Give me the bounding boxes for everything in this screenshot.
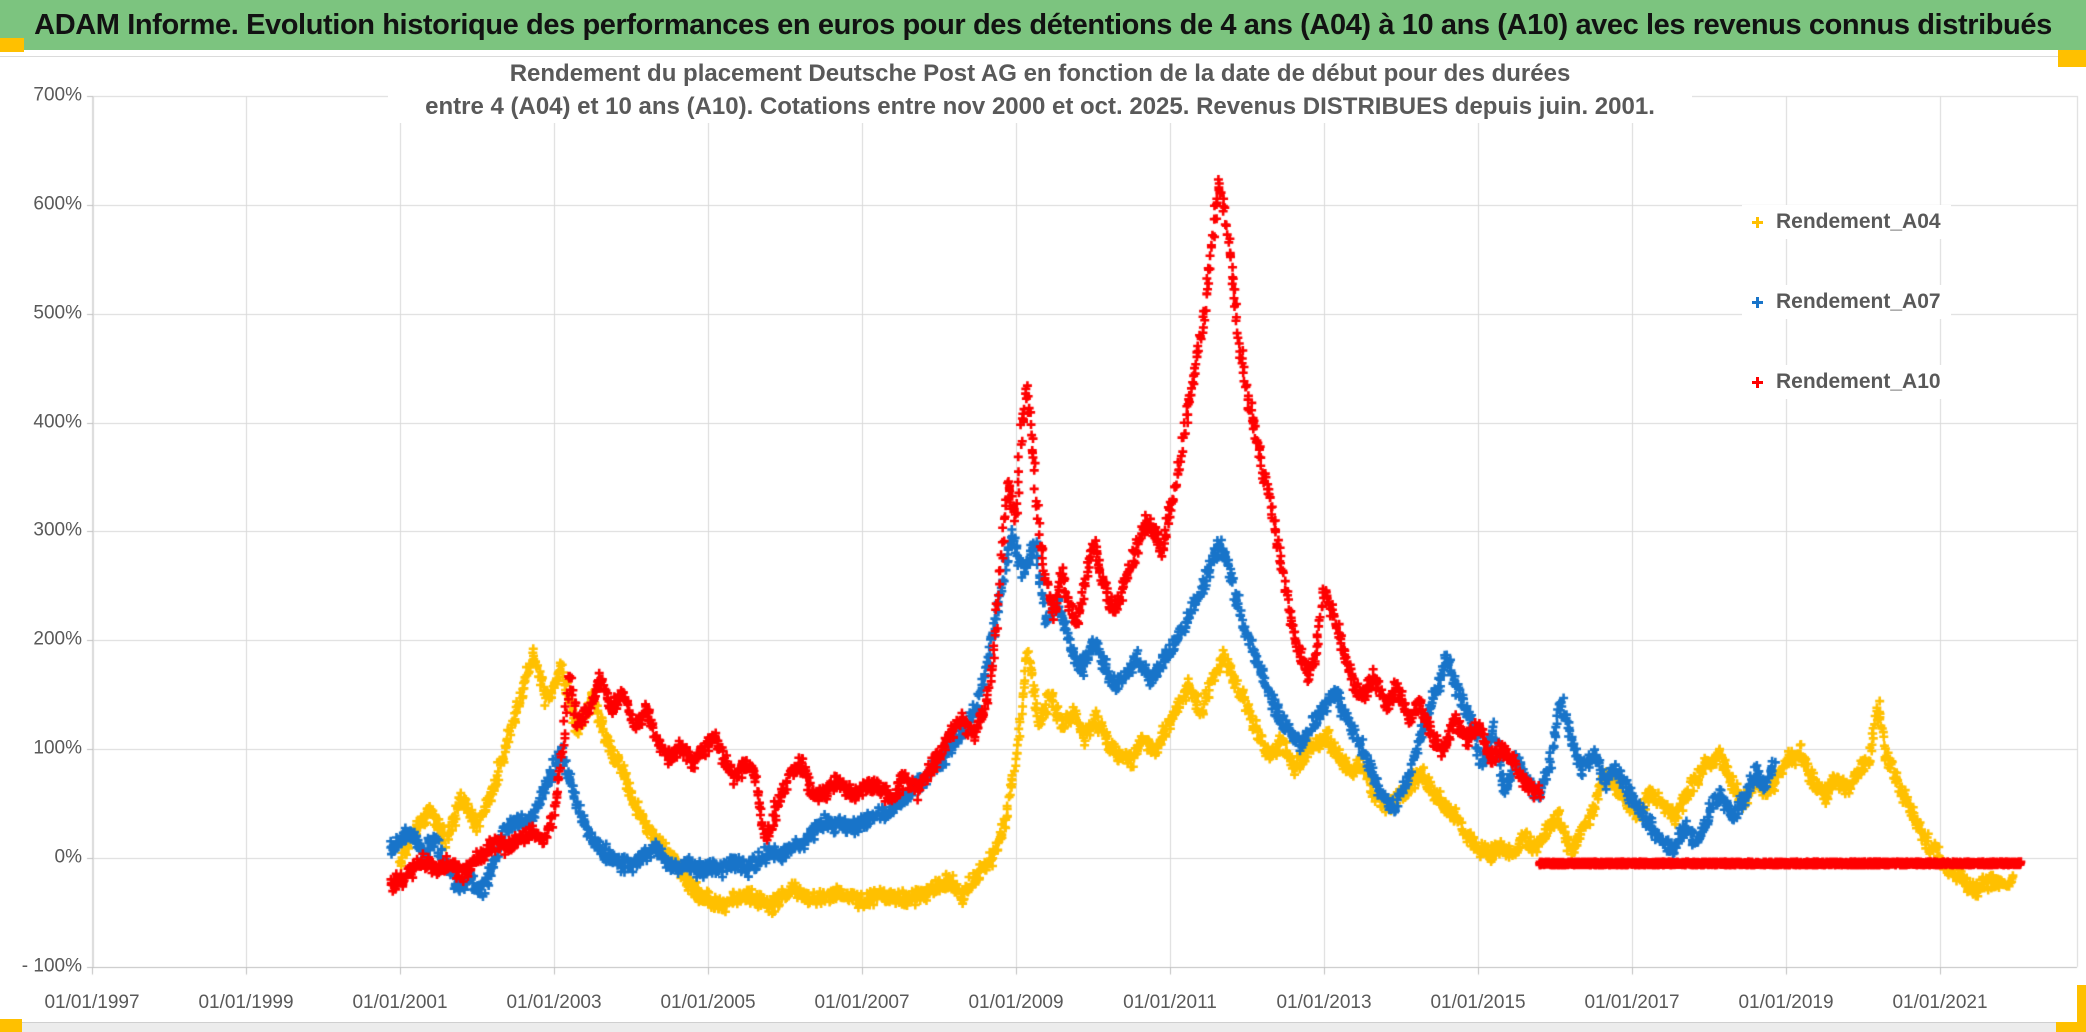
y-tick-label: 200% — [33, 628, 82, 650]
chart-title-line1: Rendement du placement Deutsche Post AG … — [509, 60, 1571, 87]
legend-item-rendement-a10[interactable]: Rendement_A10 — [1742, 365, 1951, 399]
x-tick-label: 01/01/2003 — [506, 992, 602, 1013]
x-tick-label: 01/01/2001 — [352, 992, 448, 1013]
gold-accent-right-strip — [2077, 985, 2086, 1032]
y-tick-label: 500% — [33, 302, 82, 324]
gold-accent-bottom-left — [0, 1019, 22, 1032]
x-tick-label: 01/01/2015 — [1430, 992, 1526, 1013]
plus-marker-icon — [1752, 296, 1763, 308]
x-tick-label: 01/01/2021 — [1892, 992, 1988, 1013]
x-tick-label: 01/01/1997 — [44, 992, 140, 1013]
legend-item-rendement-a04[interactable]: Rendement_A04 — [1742, 205, 1951, 239]
gold-accent-top-left — [0, 38, 24, 52]
plus-marker-icon — [1752, 216, 1763, 228]
x-tick-label: 01/01/2011 — [1123, 992, 1217, 1013]
gold-accent-bottom-right — [2056, 1022, 2086, 1032]
x-tick-label: 01/01/2005 — [660, 992, 756, 1013]
plus-marker-icon — [1752, 376, 1763, 388]
legend-item-rendement-a07[interactable]: Rendement_A07 — [1742, 285, 1951, 319]
x-tick-label: 01/01/2009 — [968, 992, 1064, 1013]
y-tick-label: 600% — [33, 193, 82, 215]
x-tick-label: 01/01/2013 — [1276, 992, 1372, 1013]
legend-label: Rendement_A07 — [1776, 290, 1941, 313]
chart-title: Rendement du placement Deutsche Post AG … — [388, 57, 1692, 123]
legend-label: Rendement_A10 — [1776, 370, 1941, 393]
x-tick-label: 01/01/1999 — [198, 992, 294, 1013]
x-tick-label: 01/01/2019 — [1738, 992, 1834, 1013]
chart-title-line2: entre 4 (A04) et 10 ans (A10). Cotations… — [425, 93, 1655, 120]
horizontal-scrollbar-track[interactable] — [0, 1022, 2086, 1032]
y-tick-label: 700% — [33, 84, 82, 106]
x-tick-label: 01/01/2017 — [1584, 992, 1680, 1013]
gold-accent-top-right — [2058, 50, 2086, 67]
legend-label: Rendement_A04 — [1776, 210, 1941, 233]
y-tick-label: 100% — [33, 737, 82, 759]
y-tick-label: 400% — [33, 411, 82, 433]
y-tick-label: 0% — [54, 846, 82, 868]
y-tick-label: - 100% — [21, 955, 82, 977]
y-tick-label: 300% — [33, 519, 82, 541]
x-tick-label: 01/01/2007 — [814, 992, 910, 1013]
